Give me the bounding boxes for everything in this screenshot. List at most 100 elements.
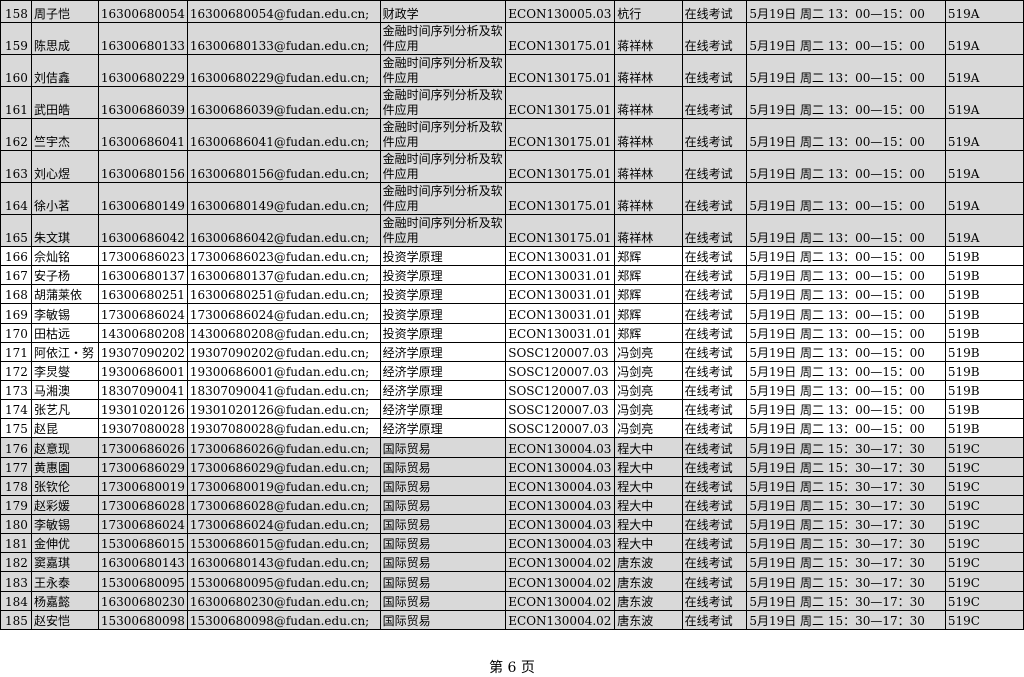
exam-type: 在线考试 — [681, 475, 748, 496]
course-name: 金融时间序列分析及软件应用 — [379, 118, 507, 151]
email: 14300680208@fudan.edu.cn; — [186, 322, 381, 343]
student-id: 16300686042 — [97, 214, 188, 247]
email: 16300680137@fudan.edu.cn; — [186, 265, 381, 286]
student-id: 17300680019 — [97, 475, 188, 496]
exam-time: 5月19日 周二 15：30—17：30 — [746, 494, 946, 515]
teacher: 程大中 — [614, 513, 683, 535]
email: 16300680054@fudan.edu.cn; — [186, 0, 381, 23]
course-name: 经济学原理 — [379, 418, 507, 439]
exam-table: 158 周子恺 16300680054 16300680054@fudan.edu.c… — [0, 0, 1024, 630]
exam-time: 5月19日 周二 13：00—15：00 — [746, 341, 946, 362]
student-name: 李敏锡 — [30, 303, 99, 324]
email: 16300680230@fudan.edu.cn; — [186, 590, 381, 611]
course-code: ECON130031.01 — [505, 303, 616, 324]
student-name: 张艺凡 — [30, 399, 99, 420]
student-id: 19307090202 — [97, 341, 188, 362]
room: 519B — [944, 379, 1024, 401]
row-index: 162 — [0, 118, 32, 151]
room: 519C — [944, 475, 1024, 496]
course-code: ECON130175.01 — [505, 150, 616, 183]
exam-time: 5月19日 周二 13：00—15：00 — [746, 418, 946, 439]
course-code: SOSC120007.03 — [505, 341, 616, 362]
room: 519B — [944, 418, 1024, 439]
exam-time: 5月19日 周二 13：00—15：00 — [746, 22, 946, 55]
exam-type: 在线考试 — [681, 214, 748, 247]
course-code: ECON130031.01 — [505, 245, 616, 267]
table-row: 185 赵安恺 15300680098 15300680098@fudan.edu.c… — [0, 609, 1024, 630]
table-row: 158 周子恺 16300680054 16300680054@fudan.edu.c… — [0, 0, 1024, 23]
row-index: 159 — [0, 22, 32, 55]
email: 19307090202@fudan.edu.cn; — [186, 341, 381, 362]
exam-type: 在线考试 — [681, 322, 748, 343]
email: 16300680133@fudan.edu.cn; — [186, 22, 381, 55]
email: 16300680156@fudan.edu.cn; — [186, 150, 381, 183]
student-id: 16300680137 — [97, 265, 188, 286]
exam-time: 5月19日 周二 13：00—15：00 — [746, 303, 946, 324]
student-name: 杨嘉懿 — [30, 590, 99, 611]
exam-time: 5月19日 周二 15：30—17：30 — [746, 513, 946, 535]
room: 519C — [944, 609, 1024, 630]
email: 17300686026@fudan.edu.cn; — [186, 437, 381, 458]
table-row: 176 赵意现 17300686026 17300686026@fudan.edu.c… — [0, 437, 1024, 458]
exam-time: 5月19日 周二 13：00—15：00 — [746, 322, 946, 343]
email: 17300686024@fudan.edu.cn; — [186, 303, 381, 324]
course-name: 金融时间序列分析及软件应用 — [379, 86, 507, 119]
course-name: 国际贸易 — [379, 590, 507, 611]
course-code: ECON130004.03 — [505, 494, 616, 515]
course-name: 国际贸易 — [379, 552, 507, 573]
student-name: 田枯远 — [30, 322, 99, 343]
exam-type: 在线考试 — [681, 54, 748, 87]
student-id: 17300686028 — [97, 494, 188, 515]
exam-time: 5月19日 周二 15：30—17：30 — [746, 533, 946, 554]
teacher: 冯剑亮 — [614, 360, 683, 381]
course-code: SOSC120007.03 — [505, 360, 616, 381]
room: 519B — [944, 341, 1024, 362]
table-row: 179 赵彩媛 17300686028 17300686028@fudan.edu.c… — [0, 494, 1024, 515]
student-id: 16300680229 — [97, 54, 188, 87]
exam-time: 5月19日 周二 15：30—17：30 — [746, 552, 946, 573]
course-name: 经济学原理 — [379, 341, 507, 362]
teacher: 蒋祥林 — [614, 54, 683, 87]
teacher: 郑辉 — [614, 303, 683, 324]
table-row: 168 胡蒲莱依 16300680251 16300680251@fudan.edu.… — [0, 284, 1024, 305]
table-row: 173 马湘澳 18307090041 18307090041@fudan.edu.c… — [0, 379, 1024, 401]
course-name: 国际贸易 — [379, 494, 507, 515]
email: 16300686041@fudan.edu.cn; — [186, 118, 381, 151]
room: 519C — [944, 552, 1024, 573]
exam-type: 在线考试 — [681, 437, 748, 458]
student-name: 竺宇杰 — [30, 118, 99, 151]
table-row: 178 张钦伦 17300680019 17300680019@fudan.edu.c… — [0, 475, 1024, 496]
student-id: 15300680098 — [97, 609, 188, 630]
course-name: 经济学原理 — [379, 399, 507, 420]
exam-time: 5月19日 周二 13：00—15：00 — [746, 284, 946, 305]
course-name: 国际贸易 — [379, 475, 507, 496]
row-index: 172 — [0, 360, 32, 381]
room: 519A — [944, 22, 1024, 55]
student-name: 赵意现 — [30, 437, 99, 458]
row-index: 182 — [0, 552, 32, 573]
email: 17300686023@fudan.edu.cn; — [186, 245, 381, 267]
row-index: 166 — [0, 245, 32, 267]
course-name: 投资学原理 — [379, 284, 507, 305]
course-code: ECON130004.02 — [505, 609, 616, 630]
exam-type: 在线考试 — [681, 571, 748, 592]
room: 519C — [944, 456, 1024, 477]
exam-type: 在线考试 — [681, 150, 748, 183]
exam-type: 在线考试 — [681, 245, 748, 267]
teacher: 郑辉 — [614, 284, 683, 305]
room: 519A — [944, 0, 1024, 23]
student-id: 15300680095 — [97, 571, 188, 592]
email: 19307080028@fudan.edu.cn; — [186, 418, 381, 439]
room: 519C — [944, 533, 1024, 554]
student-name: 李炅燮 — [30, 360, 99, 381]
email: 15300680098@fudan.edu.cn; — [186, 609, 381, 630]
table-row: 159 陈思成 16300680133 16300680133@fudan.edu.c… — [0, 22, 1024, 55]
table-row: 167 安子杨 16300680137 16300680137@fudan.edu.c… — [0, 265, 1024, 286]
email: 17300686029@fudan.edu.cn; — [186, 456, 381, 477]
table-row: 170 田枯远 14300680208 14300680208@fudan.edu.c… — [0, 322, 1024, 343]
course-name: 国际贸易 — [379, 437, 507, 458]
teacher: 程大中 — [614, 456, 683, 477]
course-code: SOSC120007.03 — [505, 399, 616, 420]
teacher: 程大中 — [614, 494, 683, 515]
